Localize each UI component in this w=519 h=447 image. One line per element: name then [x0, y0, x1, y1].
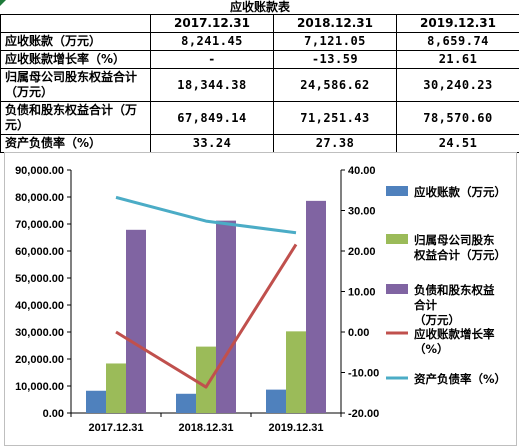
bar-1 [176, 393, 196, 413]
left-tick-label: 0.00 [43, 408, 64, 420]
table-row: 负债和股东权益合计（万元） 67,849.14 71,251.43 78,570… [0, 101, 519, 135]
data-table-region: 应收账款表 2017.12.31 2018.12.31 2019.12.31 应… [0, 0, 519, 153]
header-cell: 2018.12.31 [273, 14, 397, 33]
row-label: 应收账款增长率（%） [0, 50, 151, 69]
right-tick-label: 20.00 [348, 246, 376, 258]
row-label: 归属母公司股东权益合计（万元） [0, 68, 151, 102]
legend-label-3: 合计 [414, 298, 437, 312]
table-cell: 24.51 [395, 134, 519, 153]
bar-2 [196, 346, 216, 413]
table-cell: 21.61 [395, 50, 519, 69]
table-cell: 7,121.05 [273, 32, 397, 51]
table-cell: 33.24 [150, 134, 274, 153]
receivables-table: 应收账款表 2017.12.31 2018.12.31 2019.12.31 应… [0, 0, 519, 153]
bar-1 [266, 389, 286, 413]
table-cell: 67,849.14 [150, 101, 274, 135]
right-tick-label: -10.00 [348, 368, 379, 380]
row-label: 应收账款（万元） [0, 32, 151, 51]
table-cell: 24,586.62 [273, 68, 397, 102]
legend-label-4: 应收账款增长率 [414, 327, 495, 341]
left-tick-label: 30,000.00 [15, 327, 64, 339]
bar-2 [286, 331, 306, 413]
right-tick-label: 0.00 [348, 327, 369, 339]
table-cell: 30,240.23 [395, 68, 519, 102]
header-cell: 2017.12.31 [150, 14, 274, 33]
left-tick-label: 10,000.00 [15, 381, 64, 393]
bar-1 [86, 390, 106, 413]
table-row: 应收账款（万元） 8,241.45 7,121.05 8,659.74 [0, 32, 519, 51]
right-tick-label: 30.00 [348, 206, 376, 218]
legend-swatch-1 [386, 186, 408, 196]
legend-swatch-2 [386, 234, 408, 244]
x-tick-label: 2017.12.31 [88, 422, 143, 434]
x-tick-label: 2019.12.31 [268, 422, 323, 434]
table-row: 应收账款增长率（%） - -13.59 21.61 [0, 50, 519, 69]
table-row: 归属母公司股东权益合计（万元） 18,344.38 24,586.62 30,2… [0, 68, 519, 102]
left-tick-label: 90,000.00 [15, 165, 64, 177]
x-tick-label: 2018.12.31 [178, 422, 233, 434]
row-label: 资产负债率（%） [0, 134, 151, 153]
legend-label-3: （万元） [414, 313, 460, 327]
legend-label-3: 负债和股东权益 [414, 283, 495, 297]
line-series-4 [115, 243, 298, 389]
header-cell: 2019.12.31 [395, 14, 519, 33]
bar-2 [106, 363, 126, 413]
table-cell: 8,241.45 [150, 32, 274, 51]
cell-corner-marker [0, 0, 6, 6]
left-tick-label: 70,000.00 [15, 219, 64, 231]
table-title-row: 应收账款表 [1, 0, 519, 15]
left-tick-label: 80,000.00 [15, 192, 64, 204]
table-cell: -13.59 [273, 50, 397, 69]
left-tick-label: 50,000.00 [15, 273, 64, 285]
legend-label-4: （%） [414, 342, 449, 356]
table-cell: 71,251.43 [273, 101, 397, 135]
legend-label-2: 归属母公司股东 [414, 233, 495, 247]
bar-3 [126, 229, 146, 413]
legend-label-2: 权益合计（万元） [413, 248, 506, 262]
chart-canvas: 0.00 10,000.00 20,000.00 30,000.00 40,000.00… [15, 165, 506, 434]
left-tick-label: 20,000.00 [15, 354, 64, 366]
row-label: 负债和股东权益合计（万元） [0, 101, 151, 135]
table-title: 应收账款表 [230, 0, 291, 14]
bar-3 [306, 200, 326, 413]
right-tick-label: 40.00 [348, 165, 376, 177]
left-tick-label: 40,000.00 [15, 300, 64, 312]
table-row: 资产负债率（%） 33.24 27.38 24.51 [0, 134, 519, 153]
right-tick-label: 10.00 [348, 287, 376, 299]
left-tick-label: 60,000.00 [15, 246, 64, 258]
table-cell: 8,659.74 [395, 32, 519, 51]
table-cell: 78,570.60 [395, 101, 519, 135]
legend-swatch-3 [386, 284, 408, 294]
right-tick-label: -20.00 [348, 408, 379, 420]
legend-label-5: 资产负债率（%） [414, 372, 506, 386]
line-series-5 [115, 195, 297, 235]
table-cell: - [150, 50, 274, 69]
table-header-row: 2017.12.31 2018.12.31 2019.12.31 [0, 14, 519, 33]
combo-chart: 0.00 10,000.00 20,000.00 30,000.00 40,000.00… [4, 152, 517, 446]
bar-3 [216, 220, 236, 413]
legend-label-1: 应收账款（万元） [414, 185, 506, 199]
table-cell: 27.38 [273, 134, 397, 153]
header-cell [0, 14, 151, 33]
table-cell: 18,344.38 [150, 68, 274, 102]
